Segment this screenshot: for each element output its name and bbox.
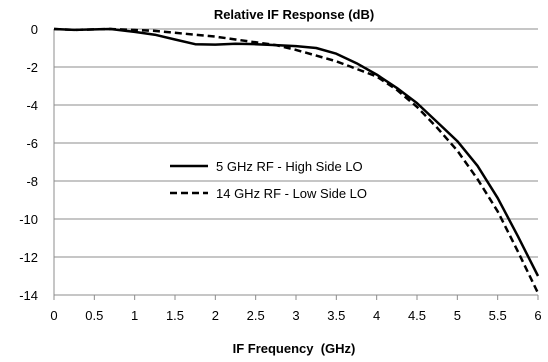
y-tick-label: -4 — [26, 98, 38, 113]
x-tick-label: 2.5 — [247, 308, 265, 323]
y-tick-label: -10 — [19, 212, 38, 227]
series-line-1 — [53, 27, 540, 277]
y-tick-label: -6 — [26, 136, 38, 151]
x-tick-label: 0.5 — [85, 308, 103, 323]
y-tick-label: 0 — [31, 22, 38, 37]
x-axis-tick-labels: 0 0.5 1 1.5 2 2.5 3 3.5 4 4.5 5 5.5 6 — [50, 308, 541, 323]
y-axis-tick-labels: 0 -2 -4 -6 -8 -10 -12 -14 — [19, 22, 38, 303]
x-tick-label: 1.5 — [166, 308, 184, 323]
x-tick-label: 2 — [212, 308, 219, 323]
gridlines — [54, 28, 538, 296]
y-tick-label: -8 — [26, 174, 38, 189]
x-tick-label: 3 — [292, 308, 299, 323]
axes — [53, 29, 539, 300]
x-tick-label: 0 — [50, 308, 57, 323]
legend-label-2: 14 GHz RF - Low Side LO — [216, 186, 367, 201]
y-tick-label: -2 — [26, 60, 38, 75]
x-tick-label: 5 — [454, 308, 461, 323]
x-tick-label: 5.5 — [489, 308, 507, 323]
legend-label-1: 5 GHz RF - High Side LO — [216, 159, 363, 174]
x-tick-label: 4 — [373, 308, 380, 323]
chart-title: Relative IF Response (dB) — [214, 7, 374, 22]
legend: 5 GHz RF - High Side LO 14 GHz RF - Low S… — [170, 159, 367, 201]
x-tick-label: 4.5 — [408, 308, 426, 323]
series-group — [53, 27, 540, 294]
y-tick-label: -14 — [19, 288, 38, 303]
x-tick-label: 1 — [131, 308, 138, 323]
x-tick-label: 6 — [534, 308, 541, 323]
y-tick-label: -12 — [19, 250, 38, 265]
series-line-2 — [53, 27, 540, 294]
x-axis-label: IF Frequency (GHz) — [233, 341, 356, 356]
x-tick-label: 3.5 — [327, 308, 345, 323]
